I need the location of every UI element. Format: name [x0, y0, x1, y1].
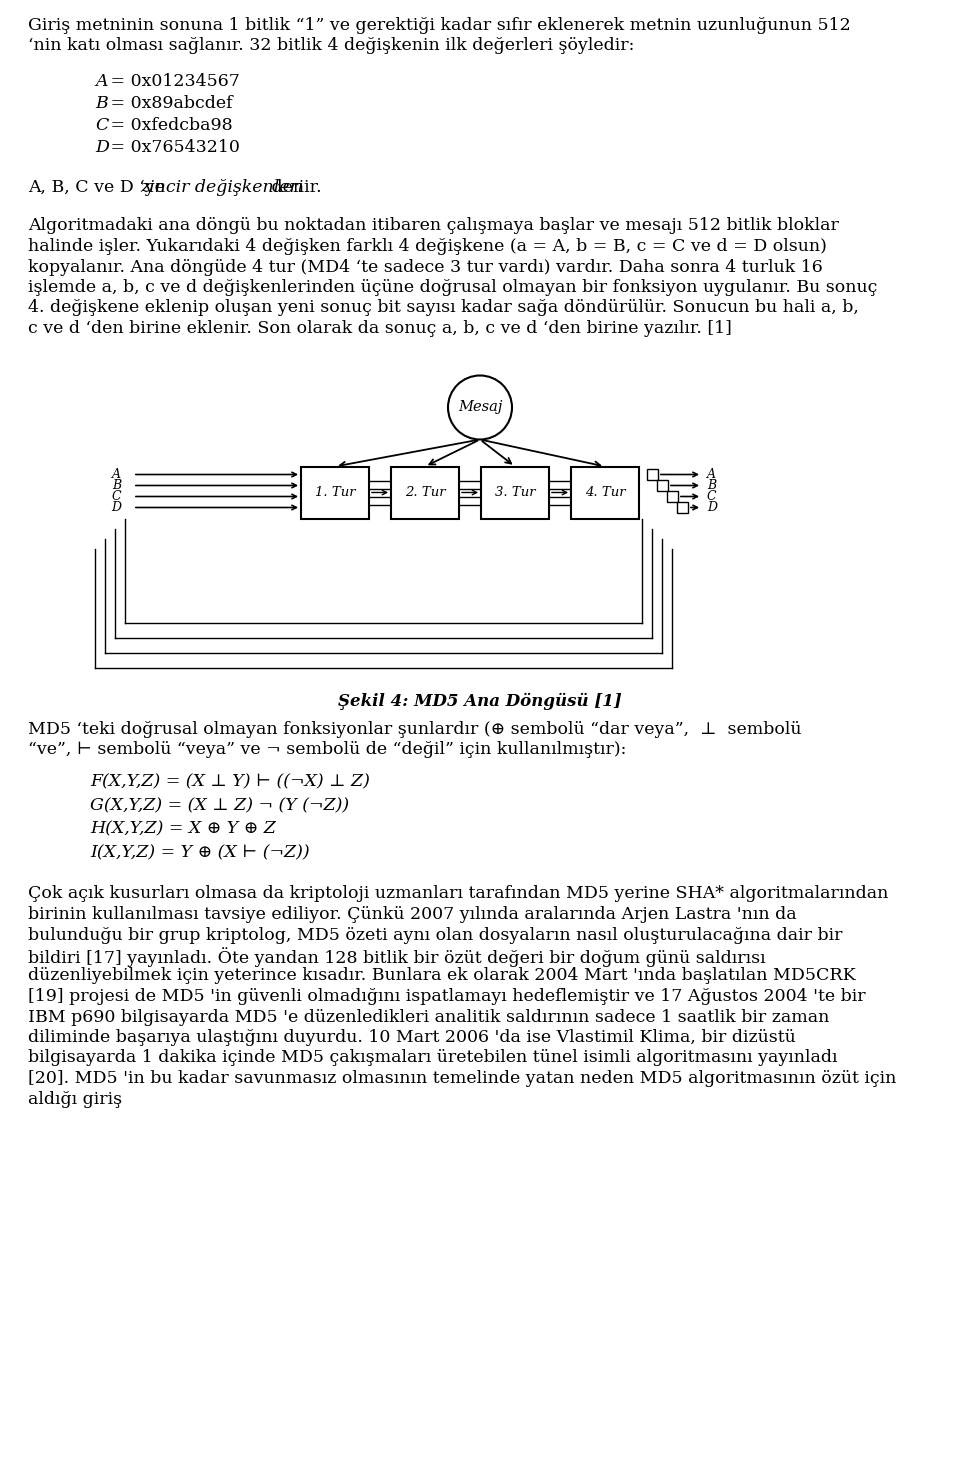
Text: [20]. MD5 'in bu kadar savunmasız olmasının temelinde yatan neden MD5 algoritmas: [20]. MD5 'in bu kadar savunmasız olması… — [28, 1069, 897, 1087]
Text: H(X,Y,Z) = X ⊕ Y ⊕ Z: H(X,Y,Z) = X ⊕ Y ⊕ Z — [90, 820, 276, 838]
Text: 3. Tur: 3. Tur — [494, 486, 536, 499]
Text: Şekil 4: MD5 Ana Döngüsü [1]: Şekil 4: MD5 Ana Döngüsü [1] — [338, 692, 622, 710]
Text: 1. Tur: 1. Tur — [315, 486, 355, 499]
Text: c ve d ‘den birine eklenir. Son olarak da sonuç a, b, c ve d ‘den birine yazılır: c ve d ‘den birine eklenir. Son olarak d… — [28, 320, 732, 337]
Text: A, B, C ve D ‘ye: A, B, C ve D ‘ye — [28, 179, 170, 197]
Text: B: B — [95, 95, 108, 111]
Text: MD5 ‘teki doğrusal olmayan fonksiyonlar şunlardır (⊕ sembolü “dar veya”,  ⊥  sem: MD5 ‘teki doğrusal olmayan fonksiyonlar … — [28, 720, 802, 738]
Text: 2. Tur: 2. Tur — [405, 486, 445, 499]
Text: = 0x76543210: = 0x76543210 — [105, 139, 240, 156]
Text: bulunduğu bir grup kriptolog, MD5 özeti aynı olan dosyaların nasıl oluşturulacağ: bulunduğu bir grup kriptolog, MD5 özeti … — [28, 927, 843, 943]
Text: Mesaj: Mesaj — [458, 400, 502, 415]
Text: IBM p690 bilgisayarda MD5 'e düzenledikleri analitik saldırının sadece 1 saatlik: IBM p690 bilgisayarda MD5 'e düzenledikl… — [28, 1008, 829, 1025]
Text: zincir değişkenleri: zincir değişkenleri — [140, 179, 304, 197]
Text: D: D — [111, 502, 121, 513]
Text: C: C — [95, 117, 108, 133]
Bar — [657, 480, 668, 491]
Text: A: A — [112, 468, 121, 481]
Text: Algoritmadaki ana döngü bu noktadan itibaren çalışmaya başlar ve mesajı 512 bitl: Algoritmadaki ana döngü bu noktadan itib… — [28, 217, 839, 235]
Text: denir.: denir. — [267, 179, 323, 197]
Text: F(X,Y,Z) = (X ⊥ Y) ⊢ ((¬X) ⊥ Z): F(X,Y,Z) = (X ⊥ Y) ⊢ ((¬X) ⊥ Z) — [90, 773, 370, 791]
Text: 4. Tur: 4. Tur — [585, 486, 625, 499]
Text: A: A — [707, 468, 716, 481]
Bar — [677, 502, 688, 513]
Text: [19] projesi de MD5 'in güvenli olmadığını ispatlamayı hedeflemiştir ve 17 Ağust: [19] projesi de MD5 'in güvenli olmadığı… — [28, 987, 866, 1005]
Text: D: D — [95, 139, 108, 156]
Text: G(X,Y,Z) = (X ⊥ Z) ¬ (Y (¬Z)): G(X,Y,Z) = (X ⊥ Z) ¬ (Y (¬Z)) — [90, 797, 349, 814]
Bar — [571, 467, 639, 518]
Text: C: C — [707, 490, 716, 503]
Text: 4. değişkene eklenip oluşan yeni sonuç bit sayısı kadar sağa döndürülür. Sonucun: 4. değişkene eklenip oluşan yeni sonuç b… — [28, 299, 859, 317]
Text: D: D — [707, 502, 717, 513]
Text: bilgisayarda 1 dakika içinde MD5 çakışmaları üretebilen tünel isimli algoritması: bilgisayarda 1 dakika içinde MD5 çakışma… — [28, 1049, 837, 1067]
Text: aldığı giriş: aldığı giriş — [28, 1090, 122, 1108]
Text: “ve”, ⊢ sembolü “veya” ve ¬ sembolü de “değil” için kullanılmıştır):: “ve”, ⊢ sembolü “veya” ve ¬ sembolü de “… — [28, 741, 626, 758]
Text: diliminde başarıya ulaştığını duyurdu. 10 Mart 2006 'da ise Vlastimil Klima, bir: diliminde başarıya ulaştığını duyurdu. 1… — [28, 1028, 796, 1046]
Text: I(X,Y,Z) = Y ⊕ (X ⊢ (¬Z)): I(X,Y,Z) = Y ⊕ (X ⊢ (¬Z)) — [90, 844, 310, 861]
Text: ‘nin katı olması sağlanır. 32 bitlik 4 değişkenin ilk değerleri şöyledir:: ‘nin katı olması sağlanır. 32 bitlik 4 d… — [28, 38, 635, 54]
Bar — [481, 467, 549, 518]
Text: kopyalanır. Ana döngüde 4 tur (MD4 ‘te sadece 3 tur vardı) vardır. Daha sonra 4 : kopyalanır. Ana döngüde 4 tur (MD4 ‘te s… — [28, 258, 823, 276]
Text: B: B — [707, 480, 716, 491]
Bar — [391, 467, 459, 518]
Text: = 0x89abcdef: = 0x89abcdef — [105, 95, 232, 111]
Text: A: A — [95, 73, 108, 89]
Text: birinin kullanılması tavsiye ediliyor. Çünkü 2007 yılında aralarında Arjen Lastr: birinin kullanılması tavsiye ediliyor. Ç… — [28, 907, 797, 923]
Text: B: B — [112, 480, 121, 491]
Text: C: C — [111, 490, 121, 503]
Text: düzenliyebilmek için yeterince kısadır. Bunlara ek olarak 2004 Mart 'ında başlat: düzenliyebilmek için yeterince kısadır. … — [28, 968, 855, 984]
Text: Giriş metninin sonuna 1 bitlik “1” ve gerektiği kadar sıfır eklenerek metnin uzu: Giriş metninin sonuna 1 bitlik “1” ve ge… — [28, 18, 851, 34]
Text: = 0x01234567: = 0x01234567 — [105, 73, 240, 89]
Text: halinde işler. Yukarıdaki 4 değişken farklı 4 değişkene (a = A, b = B, c = C ve : halinde işler. Yukarıdaki 4 değişken far… — [28, 238, 827, 255]
Text: bildiri [17] yayınladı. Öte yandan 128 bitlik bir özüt değeri bir doğum günü sal: bildiri [17] yayınladı. Öte yandan 128 b… — [28, 948, 766, 967]
Bar — [301, 467, 369, 518]
Text: işlemde a, b, c ve d değişkenlerinden üçüne doğrusal olmayan bir fonksiyon uygul: işlemde a, b, c ve d değişkenlerinden üç… — [28, 279, 877, 296]
Bar — [667, 491, 678, 502]
Text: Çok açık kusurları olmasa da kriptoloji uzmanları tarafından MD5 yerine SHA* alg: Çok açık kusurları olmasa da kriptoloji … — [28, 886, 888, 902]
Text: = 0xfedcba98: = 0xfedcba98 — [105, 117, 232, 133]
Bar — [647, 469, 658, 480]
